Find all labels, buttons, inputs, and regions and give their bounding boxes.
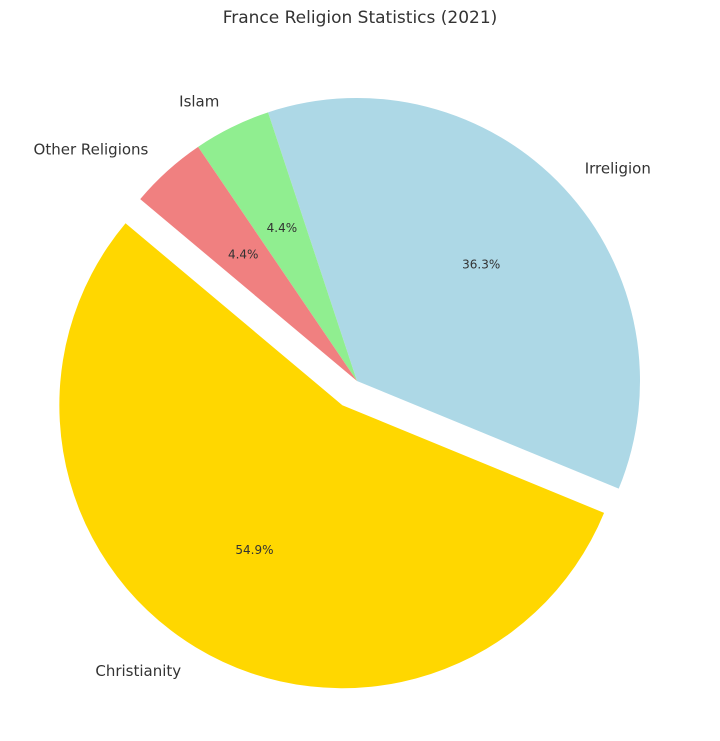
chart-title: France Religion Statistics (2021): [223, 8, 498, 28]
pie-slice: [140, 146, 357, 381]
pie-slice: [268, 98, 640, 489]
percent-label: 4.4%: [267, 221, 298, 235]
pie-slice: [59, 223, 605, 689]
percent-label: 54.9%: [235, 543, 273, 557]
slice-label: Irreligion: [585, 159, 651, 177]
slice-label: Islam: [179, 92, 219, 110]
percent-label: 4.4%: [228, 247, 259, 261]
pie-slice: [198, 112, 357, 381]
slice-label: Christianity: [95, 662, 181, 680]
slice-label: Other Religions: [34, 140, 149, 158]
percent-label: 36.3%: [462, 258, 500, 272]
